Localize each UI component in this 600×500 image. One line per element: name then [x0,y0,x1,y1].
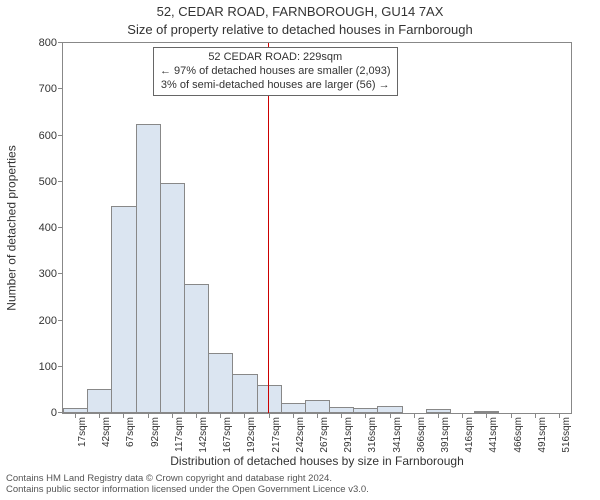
y-tick-mark [58,273,63,274]
x-tick-label: 92sqm [150,417,161,447]
y-tick-mark [58,135,63,136]
histogram-bar [136,124,161,413]
x-tick-label: 316sqm [367,417,378,453]
x-tick-label: 491sqm [537,417,548,453]
y-tick-label: 600 [39,130,63,142]
y-tick-mark [58,227,63,228]
y-tick-mark [58,366,63,367]
y-axis-label: Number of detached properties [4,42,20,414]
subject-marker-line [268,43,269,413]
x-tick-mark [172,413,173,418]
x-tick-label: 416sqm [464,417,475,453]
annotation-line-2: ← 97% of detached houses are smaller (2,… [160,65,391,79]
attribution-text: Contains HM Land Registry data © Crown c… [6,474,594,496]
x-tick-label: 341sqm [392,417,403,453]
x-tick-label: 42sqm [101,417,112,447]
y-tick-mark [58,320,63,321]
y-tick-label: 700 [39,83,63,95]
x-tick-mark [511,413,512,418]
x-tick-label: 192sqm [246,417,257,453]
y-tick-label: 400 [39,222,63,234]
x-tick-mark [269,413,270,418]
x-tick-mark [438,413,439,418]
x-tick-mark [535,413,536,418]
plot-area: 010020030040050060070080017sqm42sqm67sqm… [62,42,572,414]
x-tick-label: 67sqm [125,417,136,447]
histogram-bar [232,374,257,413]
x-axis-label: Distribution of detached houses by size … [62,454,572,468]
y-tick-label: 100 [39,361,63,373]
y-tick-label: 200 [39,315,63,327]
x-tick-label: 366sqm [416,417,427,453]
x-tick-label: 391sqm [440,417,451,453]
attribution-line-2: Contains public sector information licen… [6,485,594,496]
histogram-bar [160,183,185,413]
x-tick-mark [293,413,294,418]
x-tick-mark [148,413,149,418]
chart-container: 52, CEDAR ROAD, FARNBOROUGH, GU14 7AX Si… [0,0,600,500]
x-tick-mark [559,413,560,418]
x-tick-mark [75,413,76,418]
x-tick-mark [196,413,197,418]
x-tick-label: 291sqm [343,417,354,453]
x-tick-mark [414,413,415,418]
x-tick-label: 466sqm [513,417,524,453]
x-tick-label: 17sqm [77,417,88,447]
annotation-line-3: 3% of semi-detached houses are larger (5… [160,79,391,93]
y-tick-label: 500 [39,176,63,188]
x-tick-mark [390,413,391,418]
histogram-bar [377,406,402,413]
x-tick-label: 142sqm [198,417,209,453]
histogram-bar [208,353,233,413]
annotation-box: 52 CEDAR ROAD: 229sqm← 97% of detached h… [153,47,398,96]
x-tick-label: 516sqm [561,417,572,453]
x-tick-mark [317,413,318,418]
histogram-bar [305,400,330,413]
x-tick-label: 117sqm [174,417,185,452]
histogram-bar [184,284,209,413]
x-tick-label: 217sqm [271,417,282,453]
x-tick-label: 441sqm [488,417,499,453]
y-tick-mark [58,181,63,182]
histogram-bar [111,206,136,413]
x-tick-label: 167sqm [222,417,233,453]
histogram-bar [281,403,306,413]
y-tick-mark [58,42,63,43]
y-tick-label: 300 [39,268,63,280]
x-tick-label: 242sqm [295,417,306,453]
x-tick-mark [462,413,463,418]
y-tick-mark [58,88,63,89]
chart-title-main: 52, CEDAR ROAD, FARNBOROUGH, GU14 7AX [0,4,600,19]
annotation-line-1: 52 CEDAR ROAD: 229sqm [160,51,391,65]
chart-title-sub: Size of property relative to detached ho… [0,22,600,37]
y-tick-label: 0 [51,407,63,419]
x-tick-label: 267sqm [319,417,330,453]
histogram-bar [87,389,112,413]
y-tick-label: 800 [39,37,63,49]
